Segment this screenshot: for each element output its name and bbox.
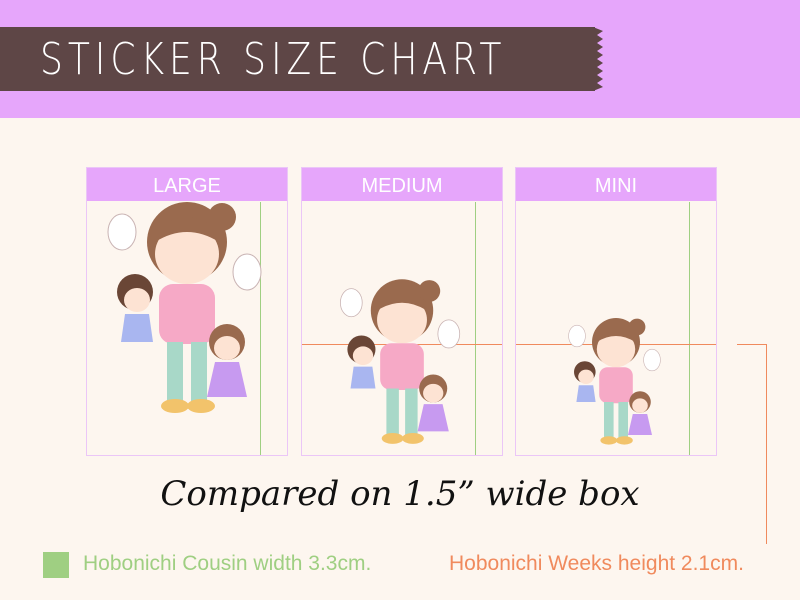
page-title: STICKER SIZE CHART [40,34,507,85]
legend-weeks: Hobonichi Weeks height 2.1cm. [449,552,744,575]
cousin-width-line [689,202,690,455]
weeks-height-connector [737,344,766,345]
weeks-height-connector [766,344,767,544]
size-box-large: LARGE [86,167,288,456]
green-legend-swatch [43,552,69,578]
size-label: MINI [516,168,716,201]
caption: Compared on 1.5” wide box [160,474,640,514]
legend-cousin: Hobonichi Cousin width 3.3cm. [83,552,372,575]
sticker-character [568,318,661,445]
cousin-width-line [475,202,476,455]
sticker-illustration [568,318,661,445]
sticker-illustration [107,202,262,413]
size-box-medium: MEDIUM [301,167,503,456]
sticker-character [339,279,461,444]
cousin-width-line [260,202,261,455]
sticker-illustration [339,279,461,444]
size-label: LARGE [87,168,287,201]
sticker-character [107,202,262,413]
size-label: MEDIUM [302,168,502,201]
size-box-mini: MINI [515,167,717,456]
title-ribbon [0,27,603,91]
